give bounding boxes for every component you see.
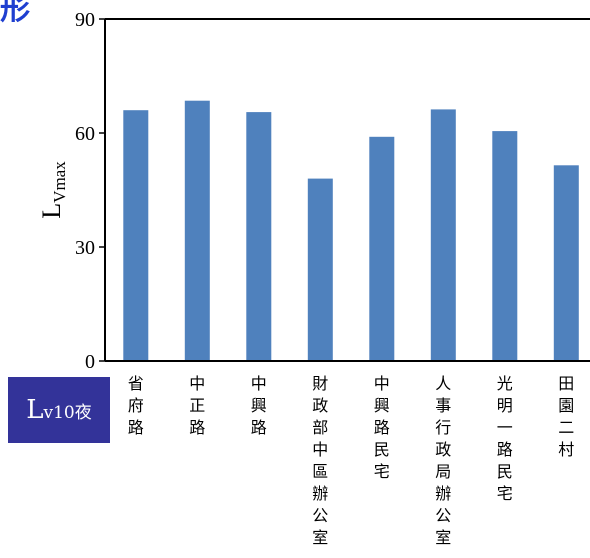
bar-7: [553, 165, 579, 361]
x-tick-label-1: 中正路: [189, 374, 205, 437]
y-tick-label: 90: [75, 9, 95, 31]
y-tick-label: 60: [75, 123, 95, 145]
x-tick-label-0: 省府路: [128, 374, 144, 437]
x-labels-group: 省府路 中正路 中興路 財政部中區辦公室 中興路民宅 人事行政局辦公室 光明一路民宅 田園二村: [128, 374, 575, 547]
legend-sub: v10夜: [43, 402, 92, 423]
y-axis-label-main: L: [37, 203, 66, 219]
y-tick-label: 30: [75, 237, 95, 259]
bar-1: [184, 100, 210, 361]
bar-5: [430, 109, 456, 362]
bar-0: [123, 110, 149, 361]
x-tick-label-2: 中興路: [251, 374, 267, 437]
y-ticks-group: 0 30 60 90: [75, 9, 105, 373]
x-tick-label-5: 人事行政局辦公室: [435, 374, 451, 547]
title-fragment: 形: [0, 0, 30, 27]
x-tick-label-7: 田園二村: [558, 374, 574, 459]
bar-3: [307, 178, 333, 361]
y-axis-label-sub: Vmax: [50, 161, 69, 203]
x-tick-label-3: 財政部中區辦公室: [312, 374, 328, 547]
bars-group: [123, 100, 579, 362]
bar-2: [246, 112, 272, 361]
y-axis-label: LVmax: [37, 161, 69, 219]
x-tick-label-4: 中興路民宅: [374, 374, 390, 481]
legend-main: L: [26, 395, 44, 425]
y-tick-label: 0: [85, 351, 95, 373]
x-tick-label-6: 光明一路民宅: [497, 374, 513, 503]
bar-6: [492, 131, 518, 361]
bar-4: [369, 136, 395, 361]
